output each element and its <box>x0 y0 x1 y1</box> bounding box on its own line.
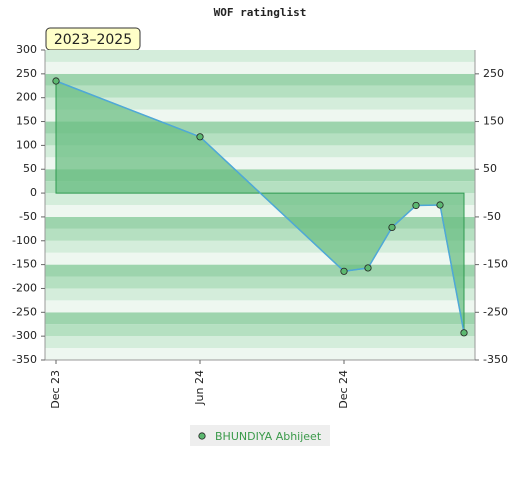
y2-tick-label: -50 <box>483 210 501 223</box>
y2-tick-label: 50 <box>483 162 497 175</box>
point <box>341 268 347 274</box>
point <box>365 265 371 271</box>
stripe <box>45 348 475 360</box>
x-tick-label: Dec 24 <box>337 370 350 409</box>
stripe <box>45 312 475 324</box>
y-tick-label: -100 <box>12 234 37 247</box>
y-tick-label: -200 <box>12 281 37 294</box>
y-tick-label: -300 <box>12 329 37 342</box>
stripe <box>45 241 475 253</box>
y2-tick-label: 150 <box>483 115 504 128</box>
y-tick-label: -350 <box>12 353 37 366</box>
stripe <box>45 50 475 62</box>
chart-title: WOF ratinglist <box>214 6 307 19</box>
y2-tick-label: -250 <box>483 305 508 318</box>
y2-tick-label: 250 <box>483 67 504 80</box>
y-tick-label: 50 <box>23 162 37 175</box>
stripe <box>45 277 475 289</box>
legend-label: BHUNDIYA Abhijeet <box>215 430 322 443</box>
x-tick-label: Jun 24 <box>193 370 206 406</box>
stripe <box>45 86 475 98</box>
stripe <box>45 300 475 312</box>
y-tick-label: 100 <box>16 138 37 151</box>
point <box>437 202 443 208</box>
legend-marker <box>199 433 205 439</box>
point <box>53 78 59 84</box>
point <box>389 224 395 230</box>
stripe <box>45 217 475 229</box>
stripe <box>45 324 475 336</box>
stripe <box>45 229 475 241</box>
point <box>461 330 467 336</box>
y-tick-label: -50 <box>19 210 37 223</box>
stripe <box>45 74 475 86</box>
stripe <box>45 253 475 265</box>
y-tick-label: 250 <box>16 67 37 80</box>
stripe <box>45 62 475 74</box>
point <box>197 134 203 140</box>
y-tick-label: -150 <box>12 258 37 271</box>
y-tick-label: 150 <box>16 115 37 128</box>
stripe <box>45 288 475 300</box>
stripe <box>45 336 475 348</box>
y-tick-label: 200 <box>16 91 37 104</box>
y-tick-label: 0 <box>30 186 37 199</box>
y-tick-label: 300 <box>16 43 37 56</box>
y2-tick-label: -350 <box>483 353 508 366</box>
badge: 2023–2025 <box>54 32 132 48</box>
stripe <box>45 265 475 277</box>
y-tick-label: -250 <box>12 305 37 318</box>
x-tick-label: Dec 23 <box>49 370 62 409</box>
y2-tick-label: -150 <box>483 258 508 271</box>
point <box>413 202 419 208</box>
